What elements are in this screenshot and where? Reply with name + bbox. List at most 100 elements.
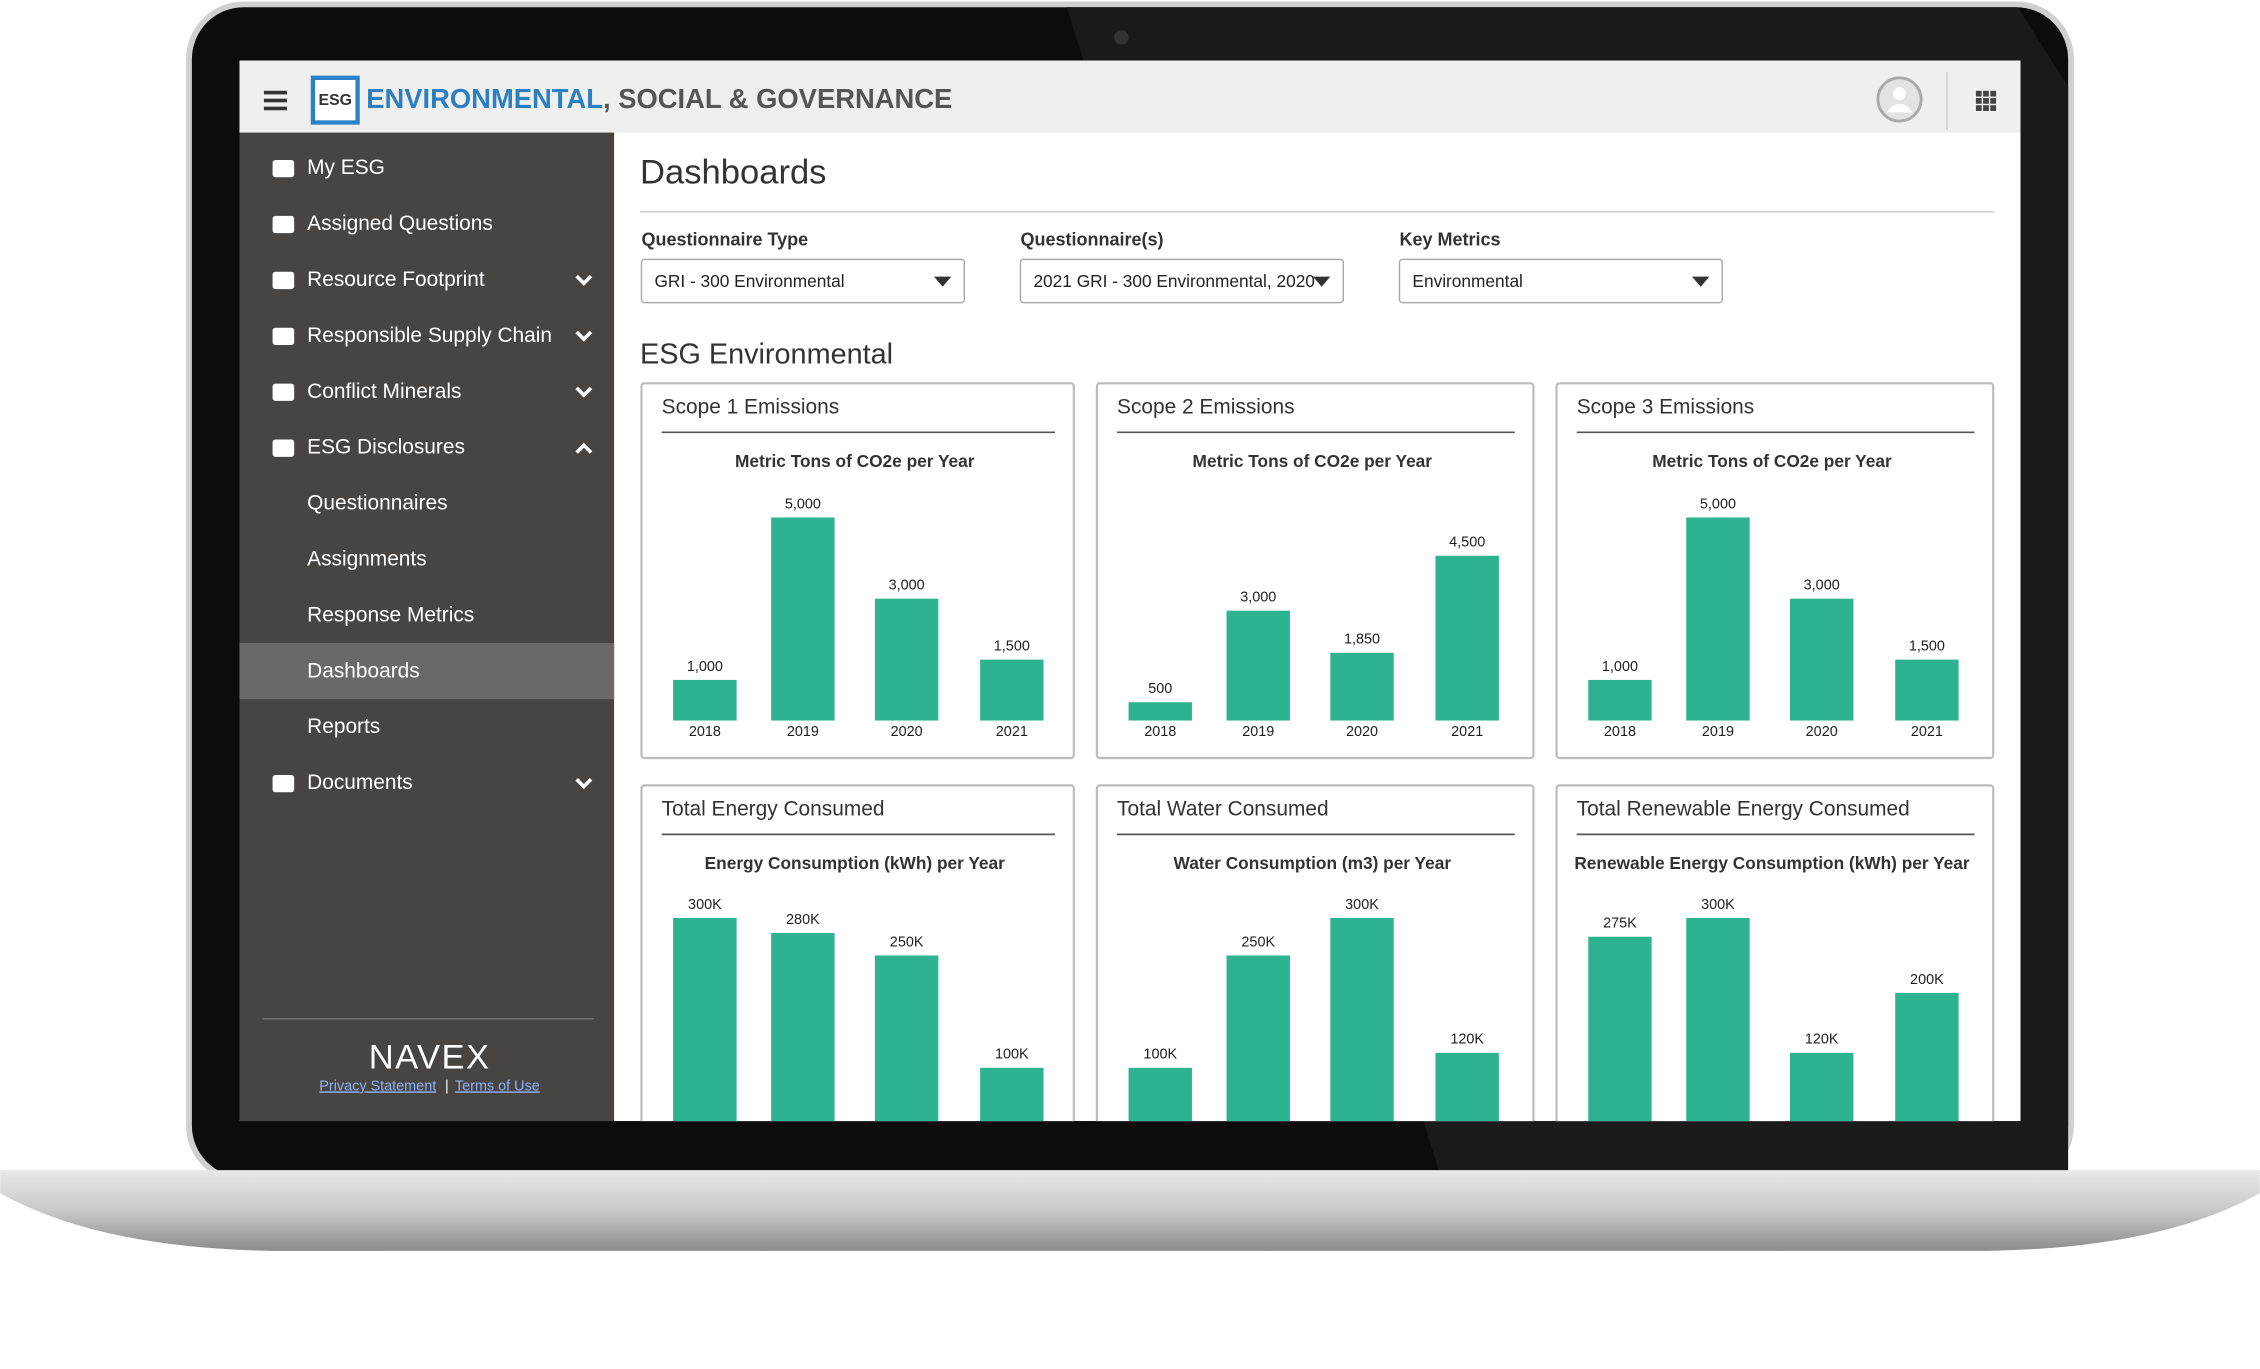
apps-dot xyxy=(1975,105,1982,111)
privacy-link[interactable]: Privacy Statement xyxy=(319,1078,436,1094)
camera xyxy=(1114,30,1129,45)
nav-chevron xyxy=(575,386,593,398)
nav-item[interactable]: Reports xyxy=(307,715,380,738)
x-tick-label: 2019 xyxy=(1242,724,1274,740)
nav-item[interactable]: Resource Footprint xyxy=(272,268,593,291)
value-label: 120K xyxy=(1805,1032,1839,1048)
nav-item[interactable]: My ESG xyxy=(272,156,385,179)
x-tick-label: 2018 xyxy=(1144,724,1176,740)
bar xyxy=(1588,936,1652,1122)
bar xyxy=(874,955,939,1122)
sidebar xyxy=(239,132,615,1122)
bar xyxy=(1226,955,1290,1122)
x-tick-label: 2021 xyxy=(1451,724,1483,740)
apps-dot xyxy=(1983,90,1989,97)
nav-icon xyxy=(272,159,295,178)
value-label: 1,000 xyxy=(1602,659,1638,675)
nav-item[interactable]: Questionnaires xyxy=(307,492,447,515)
nav-label: Assigned Questions xyxy=(307,212,493,235)
bar xyxy=(1330,652,1394,721)
apps-dot xyxy=(1990,97,1997,104)
apps-button[interactable] xyxy=(1975,90,1997,111)
nav-selected-bg xyxy=(239,642,615,700)
nav-item[interactable]: Assigned Questions xyxy=(272,212,493,235)
link-separator: | xyxy=(445,1078,449,1094)
x-tick-label: 2021 xyxy=(996,724,1028,740)
value-label: 4,500 xyxy=(1449,535,1485,551)
chart-subtitle: Metric Tons of CO2e per Year xyxy=(1193,451,1433,471)
chart-subtitle: Water Consumption (m3) per Year xyxy=(1174,853,1452,873)
x-tick-label: 2020 xyxy=(1346,724,1378,740)
menu-line xyxy=(263,98,287,103)
value-label: 200K xyxy=(1910,972,1944,988)
nav-label: Response Metrics xyxy=(307,603,474,626)
chart-card: Total Renewable Energy Consumed Renewable… xyxy=(1555,784,1995,1122)
nav-item[interactable]: ESG Disclosures xyxy=(272,436,593,459)
nav-item[interactable]: Documents xyxy=(272,771,593,794)
bar xyxy=(1435,555,1499,721)
value-label: 100K xyxy=(1143,1047,1177,1063)
nav-item[interactable]: Assignments xyxy=(307,548,427,571)
card-box xyxy=(1555,784,1995,1122)
dropdown[interactable]: Environmental xyxy=(1398,258,1723,304)
bar xyxy=(1686,517,1750,721)
laptop-base xyxy=(0,1170,2260,1251)
value-label: 300K xyxy=(688,897,722,913)
app-title-rest: , SOCIAL & GOVERNANCE xyxy=(603,83,952,114)
dropdown-box xyxy=(1398,258,1723,304)
bar xyxy=(771,932,835,1122)
menu-button[interactable] xyxy=(263,90,287,111)
value-label: 300K xyxy=(1345,897,1379,913)
app-title-main: ENVIRONMENTAL xyxy=(366,83,603,114)
bar xyxy=(1895,659,1959,721)
value-label: 3,000 xyxy=(1240,590,1276,606)
nav-icon xyxy=(272,774,295,793)
card-title: Total Energy Consumed xyxy=(662,797,885,820)
apps-dot xyxy=(1990,105,1997,111)
nav-item[interactable]: Dashboards xyxy=(239,642,615,700)
dropdown[interactable]: 2021 GRI - 300 Environmental, 2020 xyxy=(1019,258,1344,304)
dropdown-arrow xyxy=(934,276,952,287)
x-tick-label: 2019 xyxy=(1702,724,1734,740)
avatar-body xyxy=(1886,103,1913,113)
value-label: 120K xyxy=(1450,1032,1484,1048)
value-label: 1,500 xyxy=(1909,638,1945,654)
chart-subtitle: Energy Consumption (kWh) per Year xyxy=(705,853,1006,873)
card-box xyxy=(1555,382,1995,760)
card-box xyxy=(640,784,1075,1122)
logo-box xyxy=(310,75,360,125)
dropdown-value: Environmental xyxy=(1412,271,1522,291)
value-label: 1,850 xyxy=(1344,632,1380,648)
header-bar xyxy=(239,60,2021,133)
value-label: 280K xyxy=(786,912,820,928)
nav-icon xyxy=(272,439,295,457)
value-label: 500 xyxy=(1148,681,1172,697)
terms-link[interactable]: Terms of Use xyxy=(455,1078,540,1094)
nav-icon xyxy=(272,327,295,345)
bar xyxy=(1435,1052,1499,1122)
nav-label: Assignments xyxy=(307,548,427,571)
bar xyxy=(673,918,737,1122)
dropdown[interactable]: GRI - 300 Environmental xyxy=(640,258,965,304)
user-avatar[interactable] xyxy=(1876,76,1923,123)
value-label: 3,000 xyxy=(889,578,925,594)
section-title: ESG Environmental xyxy=(640,339,893,371)
apps-dot xyxy=(1983,97,1989,104)
card-title: Total Renewable Energy Consumed xyxy=(1577,797,1910,820)
nav-label: Responsible Supply Chain xyxy=(307,324,552,347)
nav-label: Dashboards xyxy=(307,659,420,682)
nav-label: Questionnaires xyxy=(307,492,447,515)
nav-icon xyxy=(272,215,295,234)
chart-card: Scope 1 Emissions Metric Tons of CO2e per… xyxy=(640,382,1075,760)
nav-item[interactable]: Conflict Minerals xyxy=(272,380,593,403)
x-tick-label: 2020 xyxy=(1806,724,1838,740)
nav-item[interactable]: Response Metrics xyxy=(307,603,474,626)
chart-subtitle: Renewable Energy Consumption (kWh) per Y… xyxy=(1574,853,1970,873)
nav-icon xyxy=(272,383,295,401)
nav-chevron xyxy=(575,778,593,790)
nav-item[interactable]: Responsible Supply Chain xyxy=(272,324,593,347)
card-box xyxy=(1095,382,1535,760)
filter-label: Questionnaire Type xyxy=(641,229,808,249)
bar xyxy=(771,517,835,721)
